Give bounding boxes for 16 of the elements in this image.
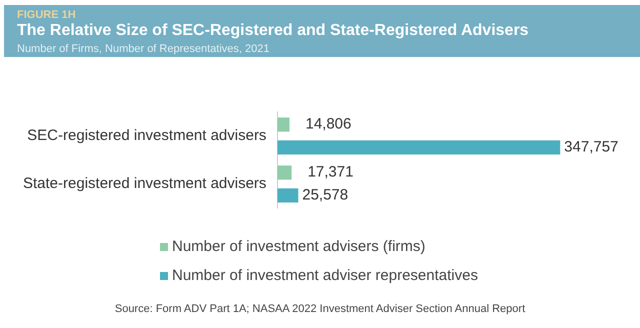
y-tick-label: SEC-registered investment advisers [27,127,266,144]
text: Number of Firms, Number of Representatives, 2021 [17,43,270,55]
y-tick-label: State-registered investment advisers [22,175,266,192]
data-label: 25,578 [302,186,348,204]
legend-label: Number of investment adviser representatives [172,267,478,284]
legend-label: Number of investment advisers (firms) [172,238,426,255]
bar [277,166,292,180]
bar [277,140,560,154]
data-label: 14,806 [305,116,352,133]
data-label: 17,371 [308,164,354,181]
bar [277,118,290,132]
bar [277,188,298,202]
source-note: Source: Form ADV Part 1A; NASAA 2022 Investment Adviser Section Annual Report [114,303,526,315]
data-label: 347,757 [564,138,618,156]
caption: FIGURE 1H [17,9,76,21]
chart-title: The Relative Size of SEC-Registered and State-Registered Advisers [17,22,529,40]
